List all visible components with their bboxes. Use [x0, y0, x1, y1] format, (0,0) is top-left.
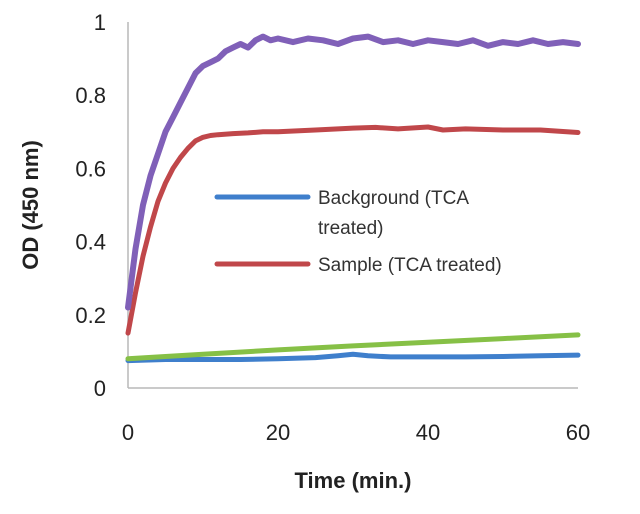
legend-label: Background (TCA: [318, 188, 469, 209]
series-layer: [125, 33, 581, 364]
y-tick-label: 1: [94, 10, 106, 35]
legend: Background (TCA treated) Sample (TCA treat…: [214, 188, 502, 276]
x-tick-labels: 0 20 40 60: [122, 420, 590, 445]
x-tick-label: 40: [416, 420, 440, 445]
y-tick-label: 0.2: [75, 303, 106, 328]
y-tick-labels: 0 0.2 0.4 0.6 0.8 1: [75, 10, 106, 401]
x-tick-label: 20: [266, 420, 290, 445]
y-tick-label: 0: [94, 376, 106, 401]
series-line-2: [125, 33, 581, 311]
y-tick-label: 0.6: [75, 156, 106, 181]
x-axis-title: Time (min.): [295, 468, 412, 493]
legend-label: Sample (TCA treated): [318, 255, 502, 276]
x-tick-label: 60: [566, 420, 590, 445]
series-line-1: [125, 124, 581, 336]
series-line-3: [125, 332, 581, 362]
y-axis-title: OD (450 nm): [18, 140, 43, 270]
y-tick-label: 0.4: [75, 230, 106, 255]
x-tick-label: 0: [122, 420, 134, 445]
series-line-0: [125, 351, 581, 364]
y-tick-label: 0.8: [75, 83, 106, 108]
legend-label: treated): [318, 218, 383, 239]
